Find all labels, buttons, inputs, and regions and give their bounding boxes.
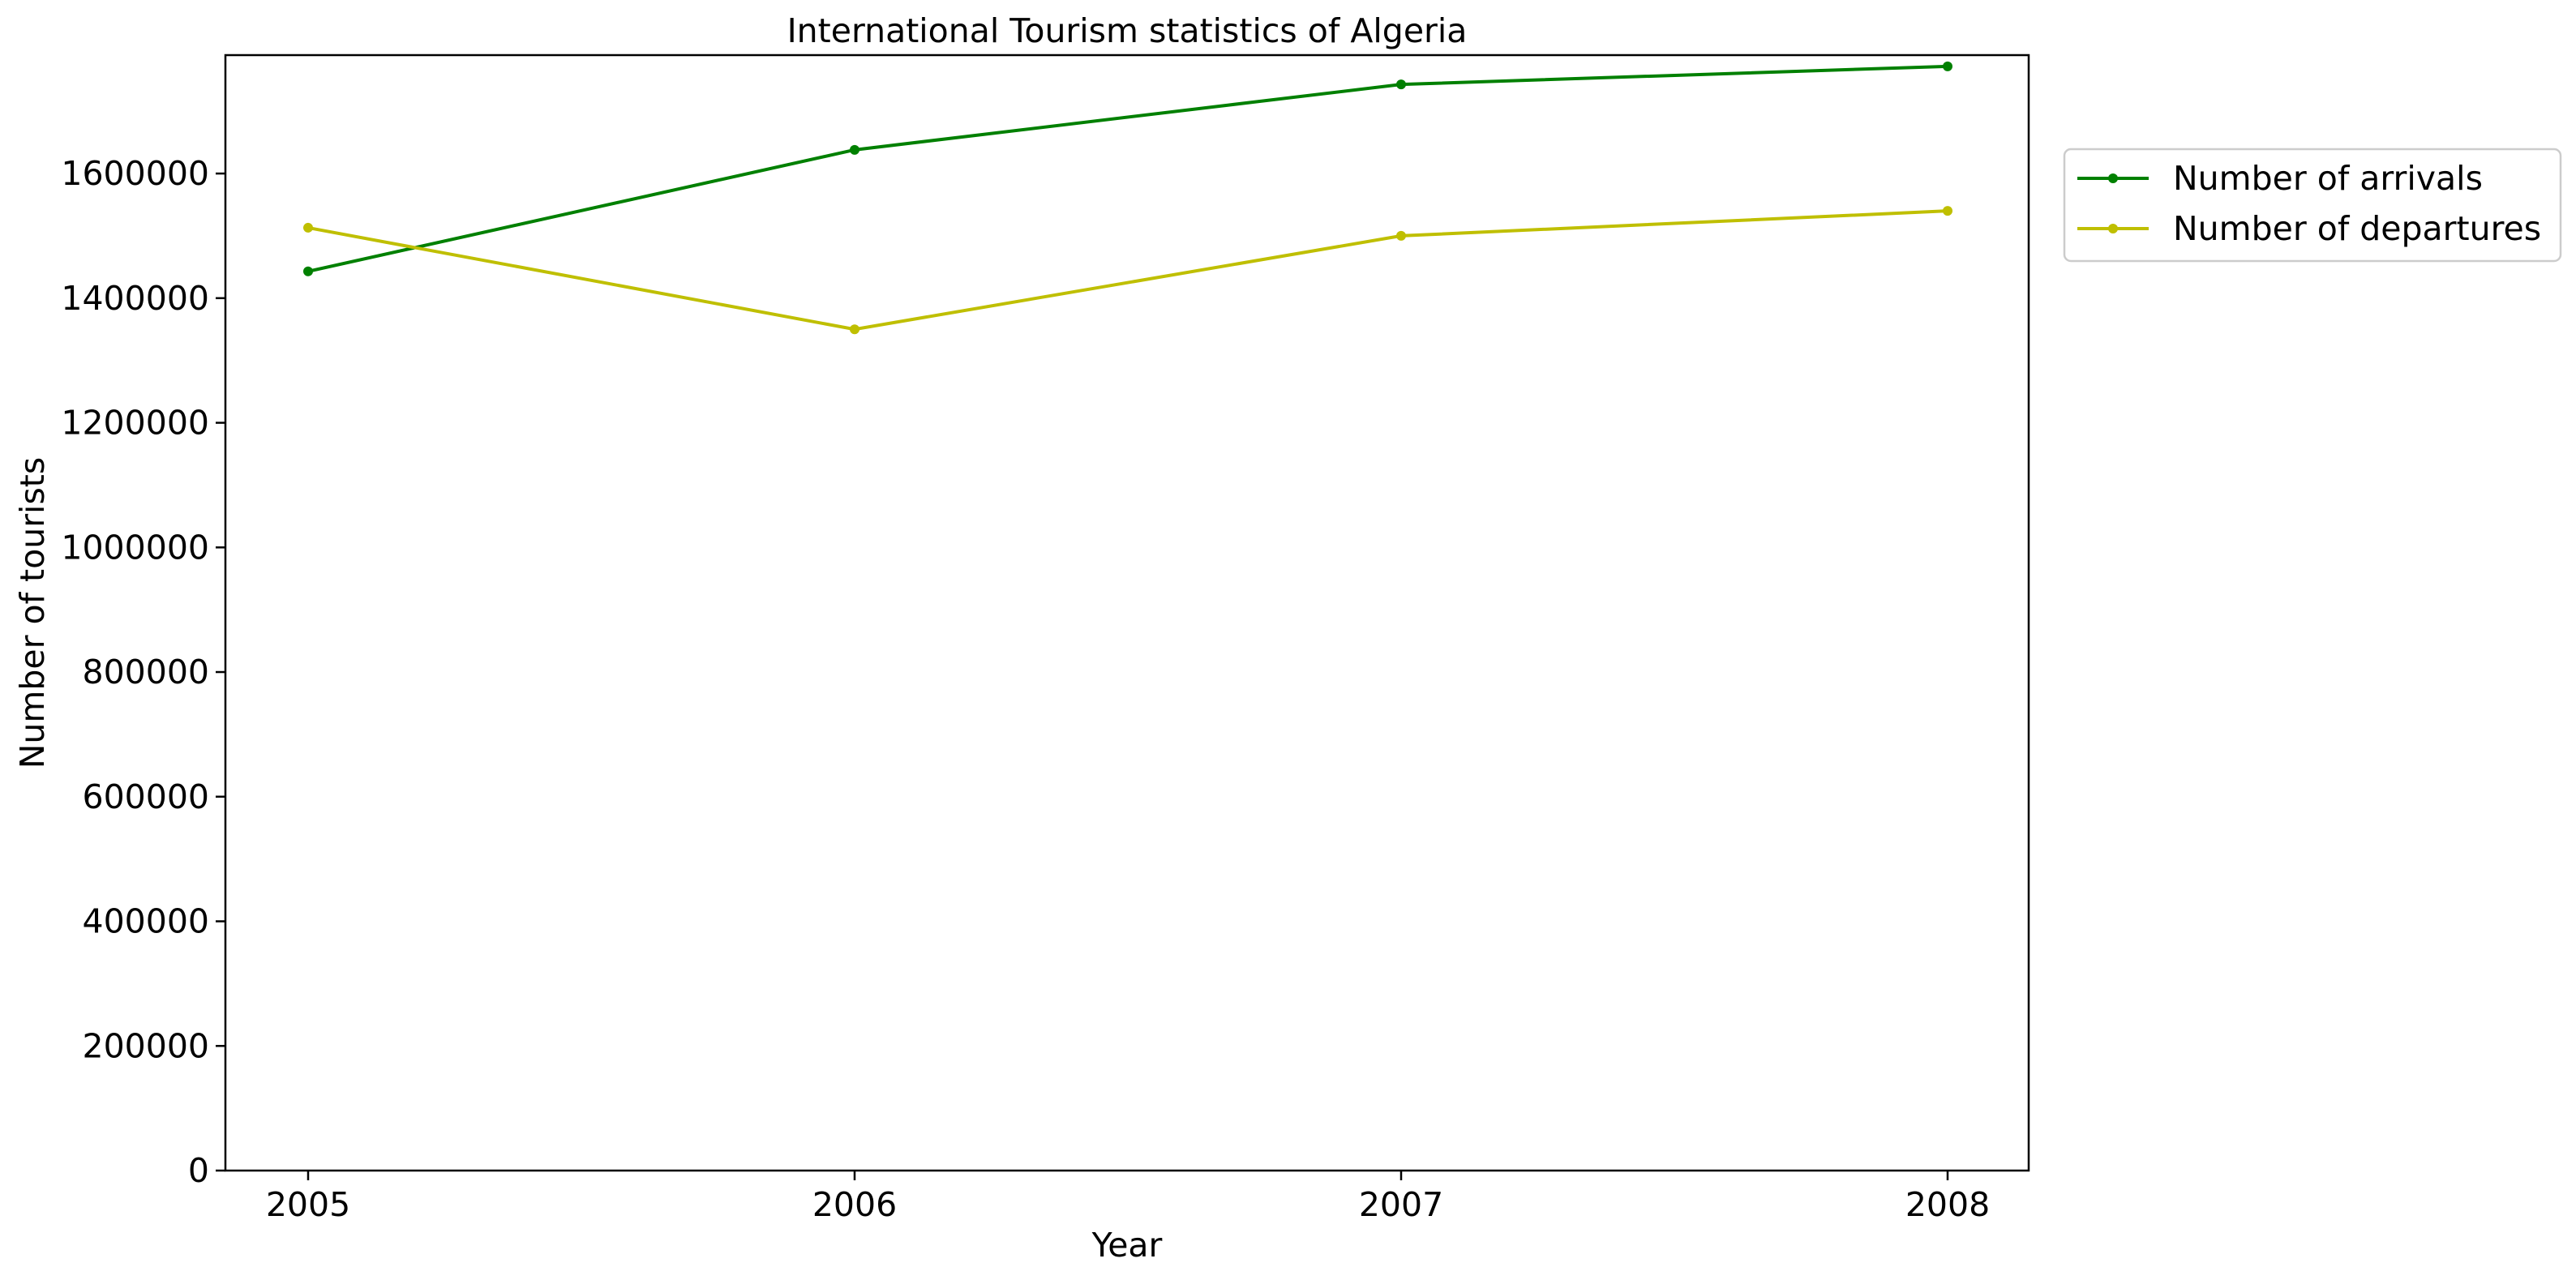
x-axis: 2005 2006 2007 2008	[266, 1171, 1990, 1224]
data-point	[1396, 79, 1406, 90]
legend-label: Number of arrivals	[2173, 159, 2483, 198]
data-point	[303, 222, 313, 233]
legend-label: Number of departures	[2173, 209, 2541, 248]
data-point	[1943, 61, 1952, 71]
x-axis-title: Year	[1091, 1226, 1163, 1265]
y-axis-title: Number of tourists	[13, 457, 52, 768]
x-tick-label: 2005	[266, 1185, 350, 1224]
x-tick-label: 2008	[1905, 1185, 1990, 1224]
series-line-1	[307, 64, 1948, 273]
y-tick-label: 400000	[82, 902, 209, 941]
y-tick-label: 1000000	[61, 528, 209, 567]
y-tick-label: 200000	[82, 1026, 209, 1065]
x-tick-label: 2007	[1359, 1185, 1443, 1224]
legend-marker	[2108, 173, 2118, 183]
data-point	[1943, 206, 1952, 216]
data-point	[850, 324, 859, 335]
legend: Number of arrivals Number of departures	[2063, 148, 2562, 263]
plot-area-frame	[224, 54, 2030, 1172]
y-tick-label: 800000	[82, 653, 209, 691]
legend-frame	[2063, 148, 2562, 263]
series-line-2	[307, 209, 1948, 332]
y-tick-label: 600000	[82, 777, 209, 816]
series-layer	[303, 61, 1952, 335]
y-tick-label: 1200000	[61, 404, 209, 443]
y-tick-label: 1400000	[61, 279, 209, 318]
y-tick-label: 1600000	[61, 154, 209, 193]
legend-marker	[2108, 224, 2118, 233]
chart-title: International Tourism statistics of Alge…	[787, 11, 1468, 50]
y-tick-label: 0	[188, 1151, 209, 1190]
x-tick-label: 2006	[812, 1185, 897, 1224]
data-point	[850, 144, 859, 155]
y-axis: 0 200000 400000 600000 800000 1000000 1200000 1…	[61, 154, 225, 1190]
data-point	[1396, 230, 1406, 241]
data-point	[303, 266, 313, 276]
